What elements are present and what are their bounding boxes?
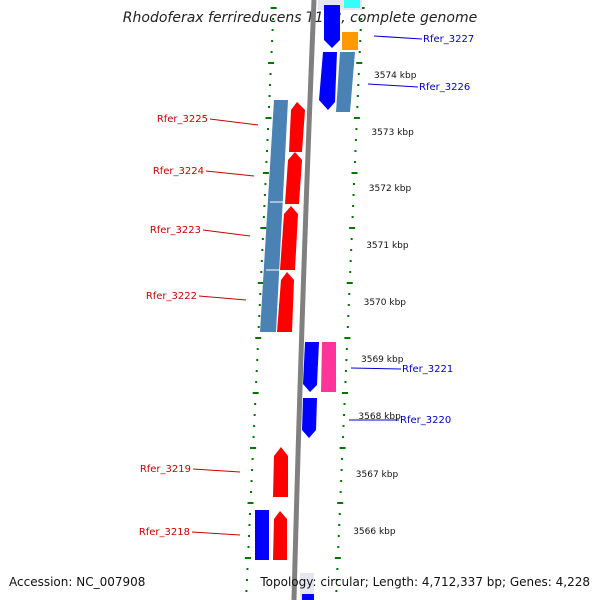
gene-rfer-3220[interactable] [302,398,317,438]
gene-labels: Rfer_3225 Rfer_3224 Rfer_3223 Rfer_3222 Rfer… [139,34,474,538]
label-leader [350,367,402,370]
gene-rfer-3218-blue[interactable] [255,510,269,560]
scale-label: 3572 kbp [369,184,412,194]
label-leader [202,229,251,237]
gene-label[interactable]: Rfer_3227 [423,34,474,45]
scale-label: 3571 kbp [366,241,409,251]
gene-rfer-3226-cds[interactable] [336,52,355,112]
label-leader [373,35,423,40]
gene-rfer-3221-blue[interactable] [303,342,319,392]
gene-rfer-3222[interactable] [277,272,294,332]
scale-label: 3570 kbp [364,298,407,308]
label-leader [367,83,419,88]
gene-orange[interactable] [342,32,358,50]
gene-rfer-3226-blue[interactable] [319,52,337,110]
bottom-gene[interactable] [302,594,314,600]
gene-cyan[interactable] [344,0,360,8]
gene-rfer-3225-cds[interactable] [260,100,288,332]
label-leader [205,170,255,177]
gene-label[interactable]: Rfer_3222 [146,291,197,302]
genome-backbone [291,0,317,600]
scale-label: 3573 kbp [371,128,414,138]
scale-label: 3569 kbp [361,355,404,365]
scale-label: 3574 kbp [374,71,417,81]
gene-label[interactable]: Rfer_3221 [402,364,453,375]
gene-rfer-3219[interactable] [273,447,288,497]
gene-rfer-3225[interactable] [289,102,305,152]
gene-label[interactable]: Rfer_3224 [153,166,204,177]
gene-label[interactable]: Rfer_3219 [140,464,191,475]
accession-label: Accession: NC_007908 [9,575,146,589]
label-leader [209,118,259,126]
bottom-highlight [300,573,314,600]
label-leaders [191,35,423,536]
label-leader [192,468,241,473]
label-leader [198,295,247,301]
gene-label[interactable]: Rfer_3223 [150,225,201,236]
gene-label[interactable]: Rfer_3220 [400,415,451,426]
gene-rfer-3221-pink[interactable] [321,342,336,392]
label-leader [191,531,241,536]
gene-label[interactable]: Rfer_3218 [139,527,190,538]
gene-rfer-3224[interactable] [285,152,302,204]
topology-label: Topology: circular; Length: 4,712,337 bp… [260,575,590,589]
gene-label[interactable]: Rfer_3225 [157,114,208,125]
scale-label: 3566 kbp [353,527,396,537]
gene-rfer-3227-upper[interactable] [324,5,340,48]
inner-tick-ring [244,7,277,592]
gene-label[interactable]: Rfer_3226 [419,82,470,93]
scale-label: 3568 kbp [358,412,401,422]
scale-labels: 3574 kbp 3573 kbp 3572 kbp 3571 kbp 3570 kbp… [353,71,416,537]
scale-label: 3567 kbp [356,470,399,480]
map-title: Rhodoferax ferrireducens T118, complete … [122,10,478,26]
gene-rfer-3218-red[interactable] [273,511,287,560]
gene-rfer-3223[interactable] [280,206,298,270]
